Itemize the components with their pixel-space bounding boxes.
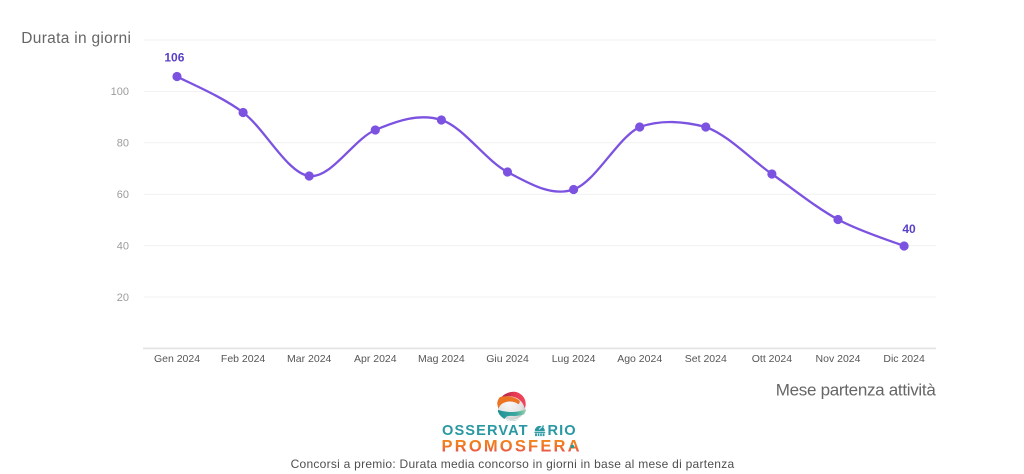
svg-text:OSSERVAT: OSSERVAT [442, 423, 529, 439]
svg-text:106: 106 [164, 51, 184, 65]
svg-text:20: 20 [117, 292, 129, 304]
svg-text:Ott 2024: Ott 2024 [752, 353, 792, 365]
svg-text:Set 2024: Set 2024 [685, 353, 727, 365]
svg-text:RIO: RIO [548, 423, 577, 439]
svg-text:Apr 2024: Apr 2024 [354, 353, 397, 365]
svg-text:40: 40 [117, 240, 129, 252]
svg-text:Ago 2024: Ago 2024 [617, 353, 662, 365]
svg-text:40: 40 [902, 222, 916, 236]
svg-text:60: 60 [117, 189, 129, 201]
svg-text:100: 100 [111, 86, 129, 98]
svg-text:Dic 2024: Dic 2024 [883, 353, 925, 365]
svg-text:Feb 2024: Feb 2024 [221, 353, 266, 365]
svg-text:Mag 2024: Mag 2024 [418, 353, 465, 365]
svg-text:Mese partenza attività: Mese partenza attività [776, 381, 937, 400]
svg-text:Nov 2024: Nov 2024 [816, 353, 861, 365]
svg-text:Concorsi a premio: Durata medi: Concorsi a premio: Durata media concorso… [291, 457, 735, 471]
svg-text:Durata in giorni: Durata in giorni [21, 30, 131, 47]
svg-text:PROMOSFERA: PROMOSFERA [442, 438, 582, 456]
svg-text:80: 80 [117, 138, 129, 150]
svg-text:Mar 2024: Mar 2024 [287, 353, 332, 365]
svg-text:Giu 2024: Giu 2024 [486, 353, 529, 365]
svg-text:Gen 2024: Gen 2024 [154, 353, 200, 365]
svg-text:Lug 2024: Lug 2024 [552, 353, 596, 365]
